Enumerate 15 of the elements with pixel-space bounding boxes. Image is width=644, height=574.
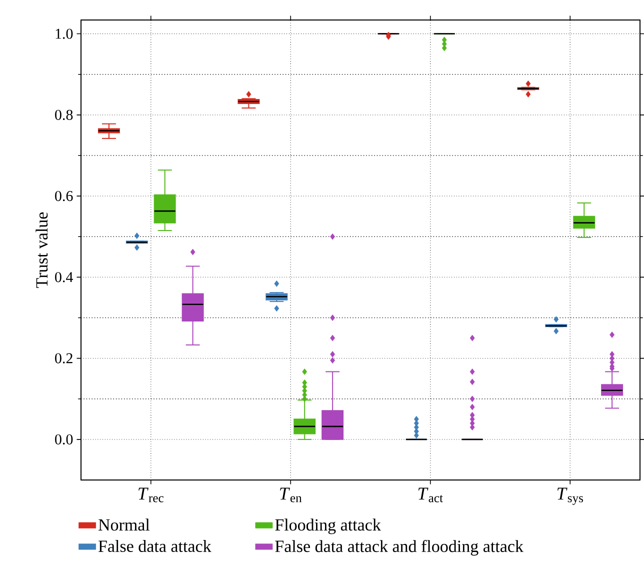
y-tick-label: 0.2 [55,353,72,364]
y-tick-label: 0.8 [55,110,73,120]
x-tick-label: T$_{rec}$ [138,488,164,502]
y-axis-title: Trust value [36,212,48,288]
x-tick-label: T$_{sys}$ [557,488,584,505]
legend-label: False data attack [98,540,212,552]
legend-label: False data attack and flooding attack [275,540,524,556]
x-tick-label: T$_{act}$ [418,488,443,502]
y-tick-label: 1.0 [56,28,73,39]
legend-label: Flooding attack [275,518,381,534]
y-tick-label: 0.0 [55,434,73,445]
legend-label: Normal [98,518,150,531]
y-tick-label: 0.4 [55,272,73,282]
y-tick-label: 0.6 [55,190,73,202]
x-tick-label: T$_{en}$ [280,488,302,502]
